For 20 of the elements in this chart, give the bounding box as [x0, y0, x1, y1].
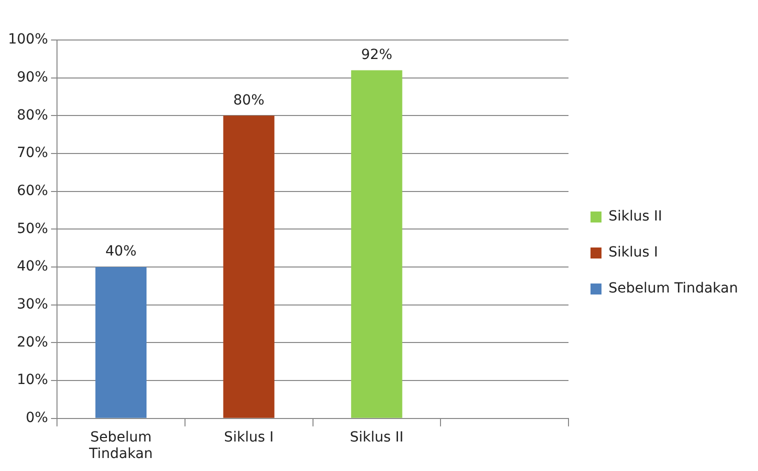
legend-label: Sebelum Tindakan — [608, 280, 738, 297]
y-tick-label: 60% — [16, 183, 48, 199]
data-label: 80% — [233, 92, 264, 108]
y-tick-label: 20% — [16, 334, 48, 350]
y-tick-label: 50% — [16, 220, 48, 237]
y-tick-label: 90% — [16, 69, 48, 86]
y-tick-label: 30% — [16, 296, 48, 313]
legend-label: Siklus II — [608, 208, 662, 225]
y-tick-label: 40% — [16, 258, 48, 275]
y-tick-label: 10% — [16, 372, 48, 388]
data-label: 40% — [105, 244, 137, 260]
y-tick-label: 0% — [26, 410, 48, 426]
y-tick-label: 100% — [8, 32, 48, 48]
x-tick-label: Siklus I — [224, 429, 274, 446]
legend-label: Siklus I — [608, 244, 658, 261]
x-tick-label: Sebelum Tindakan — [88, 429, 153, 462]
x-tick-label: Siklus II — [350, 429, 404, 446]
data-label: 92% — [361, 46, 392, 63]
y-tick-label: 70% — [16, 145, 48, 162]
y-tick-label: 80% — [16, 107, 48, 124]
